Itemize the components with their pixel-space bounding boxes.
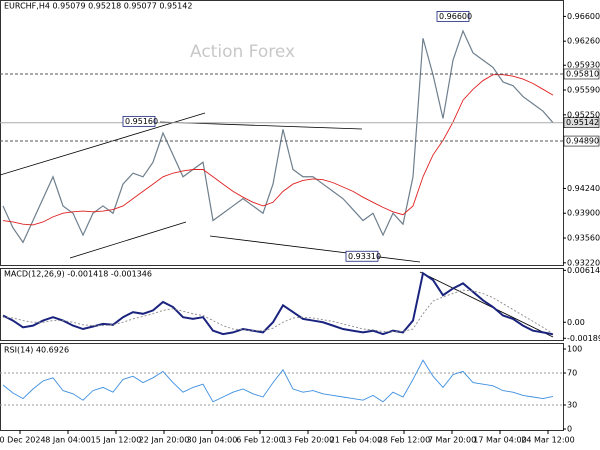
y-tick-label: 100 (567, 345, 582, 354)
y-tick-label: 0.00 (567, 318, 585, 327)
x-tick-label: 8 Jan 04:00 (45, 436, 91, 445)
watermark: Action Forex (190, 42, 295, 62)
x-tick-label: 15 Jan 12:00 (91, 436, 142, 445)
level-label: 0.95810 (566, 69, 599, 78)
rsi-title: RSI(14) 40.6926 (4, 346, 69, 355)
series-line (2, 359, 554, 403)
y-tick-label: 0 (567, 425, 572, 434)
y-tick-label: 0.006143 (567, 266, 600, 275)
panel-frames (0, 0, 564, 431)
y-tick-label: 0.96600 (567, 12, 600, 21)
x-tick-label: 13 Feb 20:00 (282, 436, 334, 445)
x-tick-label: 7 Mar 20:00 (428, 436, 476, 445)
series-line (2, 74, 554, 226)
annotation-label: 0.93310 (348, 252, 381, 261)
y-tick-label: 0.93220 (567, 258, 600, 267)
level-box (563, 135, 600, 147)
level-box (563, 68, 600, 80)
level-label: 0.94890 (566, 137, 599, 146)
x-tick-label: 22 Jan 20:00 (139, 436, 190, 445)
x-tick-label: 24 Mar 12:00 (521, 436, 574, 445)
annotation-box (122, 115, 156, 127)
annotation-label: 0.95160 (125, 117, 158, 126)
chart-title: EURCHF,H4 0.95079 0.95218 0.95077 0.9514… (4, 2, 192, 11)
x-tick-label: 30 Jan 04:00 (187, 436, 238, 445)
x-tick-label: 28 Feb 12:00 (378, 436, 430, 445)
level-label: 0.95142 (566, 118, 599, 127)
y-tick-label: 0.96260 (567, 37, 600, 46)
annotation-box (345, 250, 379, 262)
y-tick-label: 70 (567, 369, 577, 378)
y-tick-label: 0.95250 (567, 110, 600, 119)
y-tick-label: -0.001896 (567, 334, 600, 343)
x-tick-label: 6 Feb 12:00 (236, 436, 283, 445)
y-tick-label: 30 (567, 401, 577, 410)
macd-title: MACD(12,26,9) -0.001418 -0.001346 (4, 270, 152, 279)
y-tick-label: 0.94240 (567, 184, 600, 193)
annotation-box (436, 10, 470, 22)
annotation-label: 0.96600 (439, 12, 472, 21)
x-tick-label: 21 Feb 04:00 (330, 436, 382, 445)
y-tick-label: 0.93560 (567, 234, 600, 243)
y-tick-label: 0.95930 (567, 61, 600, 70)
x-tick-label: 30 Dec 2024 (0, 436, 46, 445)
y-tick-label: 0.93900 (567, 209, 600, 218)
x-tick-label: 17 Mar 04:00 (473, 436, 526, 445)
level-box (563, 117, 600, 128)
y-tick-label: 0.95590 (567, 86, 600, 95)
series-line (2, 289, 554, 335)
